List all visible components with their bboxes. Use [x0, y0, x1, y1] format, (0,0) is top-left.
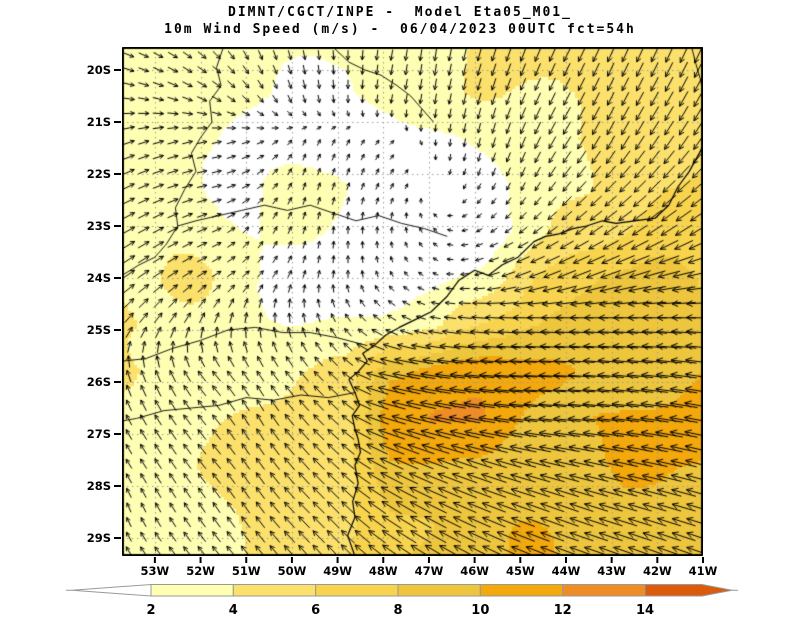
- y-axis-label: 23S: [87, 219, 111, 233]
- colorbar-tick-label: 12: [554, 603, 572, 618]
- y-axis-label: 29S: [87, 531, 111, 545]
- chart-title-block: DIMNT/CGCT/INPE - Model Eta05_M01_ 10m W…: [0, 4, 800, 38]
- colorbar-tick-label: 6: [311, 603, 320, 618]
- x-axis-label: 49W: [323, 564, 352, 578]
- y-axis-label: 22S: [87, 167, 111, 181]
- colorbar-over-arrow: [644, 584, 733, 597]
- y-axis-label: 28S: [87, 479, 111, 493]
- colorbar-segment: [315, 584, 399, 597]
- colorbar-tick-label: 4: [229, 603, 238, 618]
- x-axis-label: 51W: [232, 564, 261, 578]
- y-axis-label: 20S: [87, 63, 111, 77]
- colorbar-segment: [479, 584, 564, 597]
- y-axis-label: 27S: [87, 427, 111, 441]
- x-axis-label: 41W: [689, 564, 718, 578]
- x-axis-label: 43W: [597, 564, 626, 578]
- x-axis-label: 53W: [141, 564, 170, 578]
- y-axis-label: 26S: [87, 375, 111, 389]
- x-axis-label: 46W: [460, 564, 489, 578]
- colorbar-tick-label: 14: [636, 603, 654, 618]
- colorbar-segment: [232, 584, 317, 597]
- colorbar-segment: [150, 584, 234, 597]
- y-axis-label: 25S: [87, 323, 111, 337]
- chart-title-line2: 10m Wind Speed (m/s) - 06/04/2023 00UTC …: [164, 22, 636, 37]
- colorbar-tick-label: 2: [146, 603, 155, 618]
- chart-title-line1: DIMNT/CGCT/INPE - Model Eta05_M01_: [228, 5, 572, 20]
- x-axis-label: 48W: [369, 564, 398, 578]
- x-axis-label: 45W: [506, 564, 535, 578]
- wind-field-map-canvas: [122, 47, 703, 556]
- x-axis-label: 50W: [278, 564, 307, 578]
- colorbar-tick-label: 10: [471, 603, 489, 618]
- y-axis-label: 24S: [87, 271, 111, 285]
- x-axis-label: 44W: [552, 564, 581, 578]
- y-axis-label: 21S: [87, 115, 111, 129]
- colorbar-segment: [562, 584, 646, 597]
- x-axis-label: 52W: [186, 564, 215, 578]
- x-axis-label: 42W: [643, 564, 672, 578]
- colorbar-tick-label: 8: [393, 603, 402, 618]
- colorbar-segment: [397, 584, 481, 597]
- colorbar-under-arrow: [71, 583, 152, 597]
- x-axis-label: 47W: [415, 564, 444, 578]
